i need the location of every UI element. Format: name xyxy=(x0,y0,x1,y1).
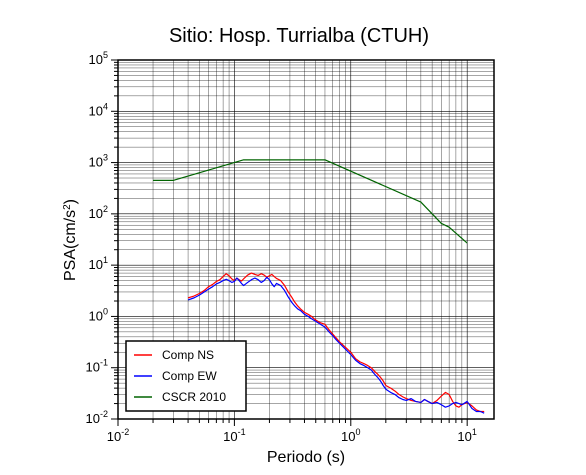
x-tick-label-exp: -1 xyxy=(238,427,246,437)
y-tick-label: 10-1 xyxy=(86,358,108,375)
chart-title: Sitio: Hosp. Turrialba (CTUH) xyxy=(169,25,429,47)
x-tick-label-base: 10 xyxy=(223,429,237,444)
x-tick-label-exp: 1 xyxy=(472,427,477,437)
legend-label: Comp NS xyxy=(162,348,214,362)
y-axis-label-close: ) xyxy=(62,199,79,204)
x-tick-label-exp: 0 xyxy=(356,427,361,437)
series-line-cscr-2010 xyxy=(153,159,468,244)
y-tick-label-exp: 5 xyxy=(103,50,108,60)
legend-label: CSCR 2010 xyxy=(162,390,226,404)
y-axis-label: PSA(cm/s2) xyxy=(62,199,80,281)
x-tick-label: 100 xyxy=(341,427,360,444)
plot-frame xyxy=(117,59,495,420)
x-tick-label-exp: -2 xyxy=(121,427,129,437)
y-tick-label: 100 xyxy=(89,306,108,323)
y-tick-label-exp: 2 xyxy=(103,204,108,214)
y-tick-label: 102 xyxy=(89,204,108,221)
x-tick-labels: 10-2 10-1 100 101 xyxy=(107,427,477,444)
y-tick-label: 103 xyxy=(89,153,108,170)
y-tick-label-exp: 0 xyxy=(103,306,108,316)
x-tick-label-base: 10 xyxy=(457,429,471,444)
y-tick-label: 101 xyxy=(89,255,108,272)
y-tick-label-exp: 3 xyxy=(103,153,108,163)
x-axis-label: Periodo (s) xyxy=(267,449,345,466)
y-tick-label-base: 10 xyxy=(89,52,103,67)
axis-ticks xyxy=(111,59,468,426)
y-tick-label-base: 10 xyxy=(86,360,100,375)
x-tick-label: 101 xyxy=(457,427,476,444)
x-tick-label: 10-1 xyxy=(223,427,245,444)
y-tick-label: 104 xyxy=(89,101,108,118)
y-tick-label-base: 10 xyxy=(89,206,103,221)
series-line-comp-ew xyxy=(187,276,485,414)
y-tick-label-exp: -2 xyxy=(100,409,108,419)
x-tick-label: 10-2 xyxy=(107,427,129,444)
x-tick-label-base: 10 xyxy=(107,429,121,444)
y-tick-label-base: 10 xyxy=(89,103,103,118)
y-tick-label: 105 xyxy=(89,50,108,67)
y-axis-label-exp: 2 xyxy=(62,204,73,210)
y-tick-label-exp: 4 xyxy=(103,101,108,111)
y-axis-label-base: PSA(cm/s xyxy=(62,210,79,281)
y-tick-label-exp: 1 xyxy=(103,255,108,265)
y-tick-label-base: 10 xyxy=(89,155,103,170)
y-tick-label: 10-2 xyxy=(86,409,108,426)
y-tick-label-exp: -1 xyxy=(100,358,108,368)
y-tick-label-base: 10 xyxy=(89,308,103,323)
y-tick-label-base: 10 xyxy=(86,411,100,426)
legend-label: Comp EW xyxy=(162,369,217,383)
y-tick-label-base: 10 xyxy=(89,257,103,272)
x-tick-label-base: 10 xyxy=(341,429,355,444)
legend: Comp NS Comp EW CSCR 2010 xyxy=(125,340,247,412)
series-lines xyxy=(153,159,485,414)
